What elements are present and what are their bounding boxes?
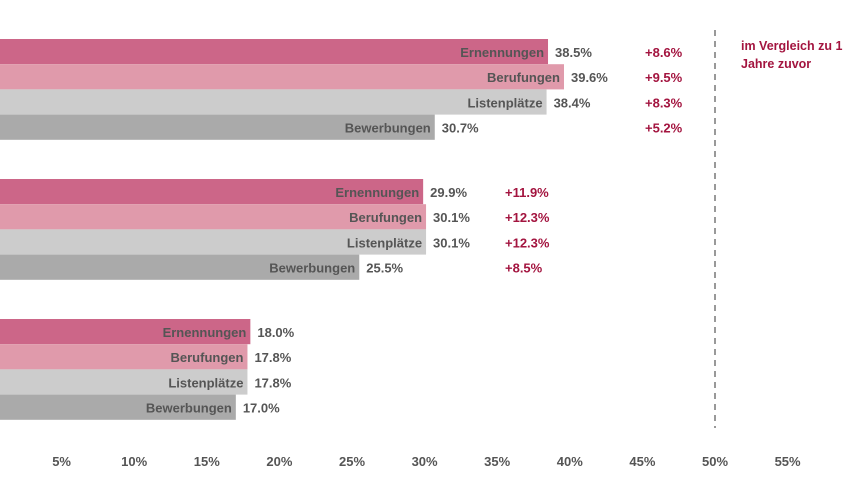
bar-category-label: Bewerbungen: [269, 261, 355, 276]
bar-category-label: Ernennungen: [460, 45, 544, 60]
bar-category-label: Berufungen: [487, 70, 560, 85]
bar-value-label: 39.6%: [571, 70, 608, 85]
bar-berufungen-group-3: [0, 344, 248, 370]
x-tick-label: 20%: [266, 454, 292, 469]
comparison-note-line-2: Jahre zuvor: [741, 57, 812, 71]
bar-value-label: 18.0%: [257, 325, 294, 340]
bar-category-label: Listenplätze: [467, 95, 542, 110]
bar-ernennungen-group-3: [0, 319, 251, 345]
x-tick-label: 5%: [52, 454, 71, 469]
bar-category-label: Bewerbungen: [345, 121, 431, 136]
bar-bewerbungen-group-3: [0, 394, 236, 420]
bar-category-label: Ernennungen: [335, 185, 419, 200]
change-label: +5.2%: [645, 121, 683, 136]
bar-ernennungen-group-2: [0, 179, 424, 205]
x-tick-label: 15%: [194, 454, 220, 469]
x-tick-label: 40%: [557, 454, 583, 469]
change-label: +8.3%: [645, 95, 683, 110]
bar-value-label: 38.5%: [555, 45, 592, 60]
bar-listenplätze-group-2: [0, 229, 427, 255]
bar-value-label: 30.1%: [433, 210, 470, 225]
bar-category-label: Bewerbungen: [146, 401, 232, 416]
bar-berufungen-group-1: [0, 64, 564, 90]
bar-value-label: 17.0%: [243, 401, 280, 416]
bar-bewerbungen-group-2: [0, 254, 360, 280]
x-tick-label: 30%: [412, 454, 438, 469]
bar-listenplätze-group-1: [0, 89, 547, 115]
change-label: +12.3%: [505, 210, 550, 225]
change-label: +8.5%: [505, 261, 543, 276]
bar-value-label: 30.1%: [433, 235, 470, 250]
change-label: +8.6%: [645, 45, 683, 60]
bar-listenplätze-group-3: [0, 369, 248, 395]
bar-value-label: 17.8%: [254, 375, 291, 390]
x-tick-label: 55%: [775, 454, 801, 469]
comparison-note-line-1: im Vergleich zu 1: [741, 39, 843, 53]
bar-category-label: Berufungen: [349, 210, 422, 225]
change-label: +12.3%: [505, 235, 550, 250]
bar-value-label: 29.9%: [430, 185, 467, 200]
bar-category-label: Listenplätze: [168, 375, 243, 390]
x-tick-label: 25%: [339, 454, 365, 469]
bar-category-label: Berufungen: [171, 350, 244, 365]
x-tick-label: 45%: [629, 454, 655, 469]
comparison-note: im Vergleich zu 1 Jahre zuvor: [741, 37, 856, 73]
bar-value-label: 30.7%: [442, 121, 479, 136]
change-label: +9.5%: [645, 70, 683, 85]
bar-category-label: Listenplätze: [347, 235, 422, 250]
x-tick-label: 10%: [121, 454, 147, 469]
change-label: +11.9%: [505, 185, 549, 200]
bar-ernennungen-group-1: [0, 39, 549, 65]
bar-value-label: 17.8%: [254, 350, 291, 365]
bar-category-label: Ernennungen: [163, 325, 247, 340]
bar-bewerbungen-group-1: [0, 114, 435, 140]
bar-berufungen-group-2: [0, 204, 427, 230]
x-tick-label: 50%: [702, 454, 728, 469]
x-tick-label: 35%: [484, 454, 510, 469]
bar-value-label: 38.4%: [554, 95, 591, 110]
bar-value-label: 25.5%: [366, 261, 403, 276]
